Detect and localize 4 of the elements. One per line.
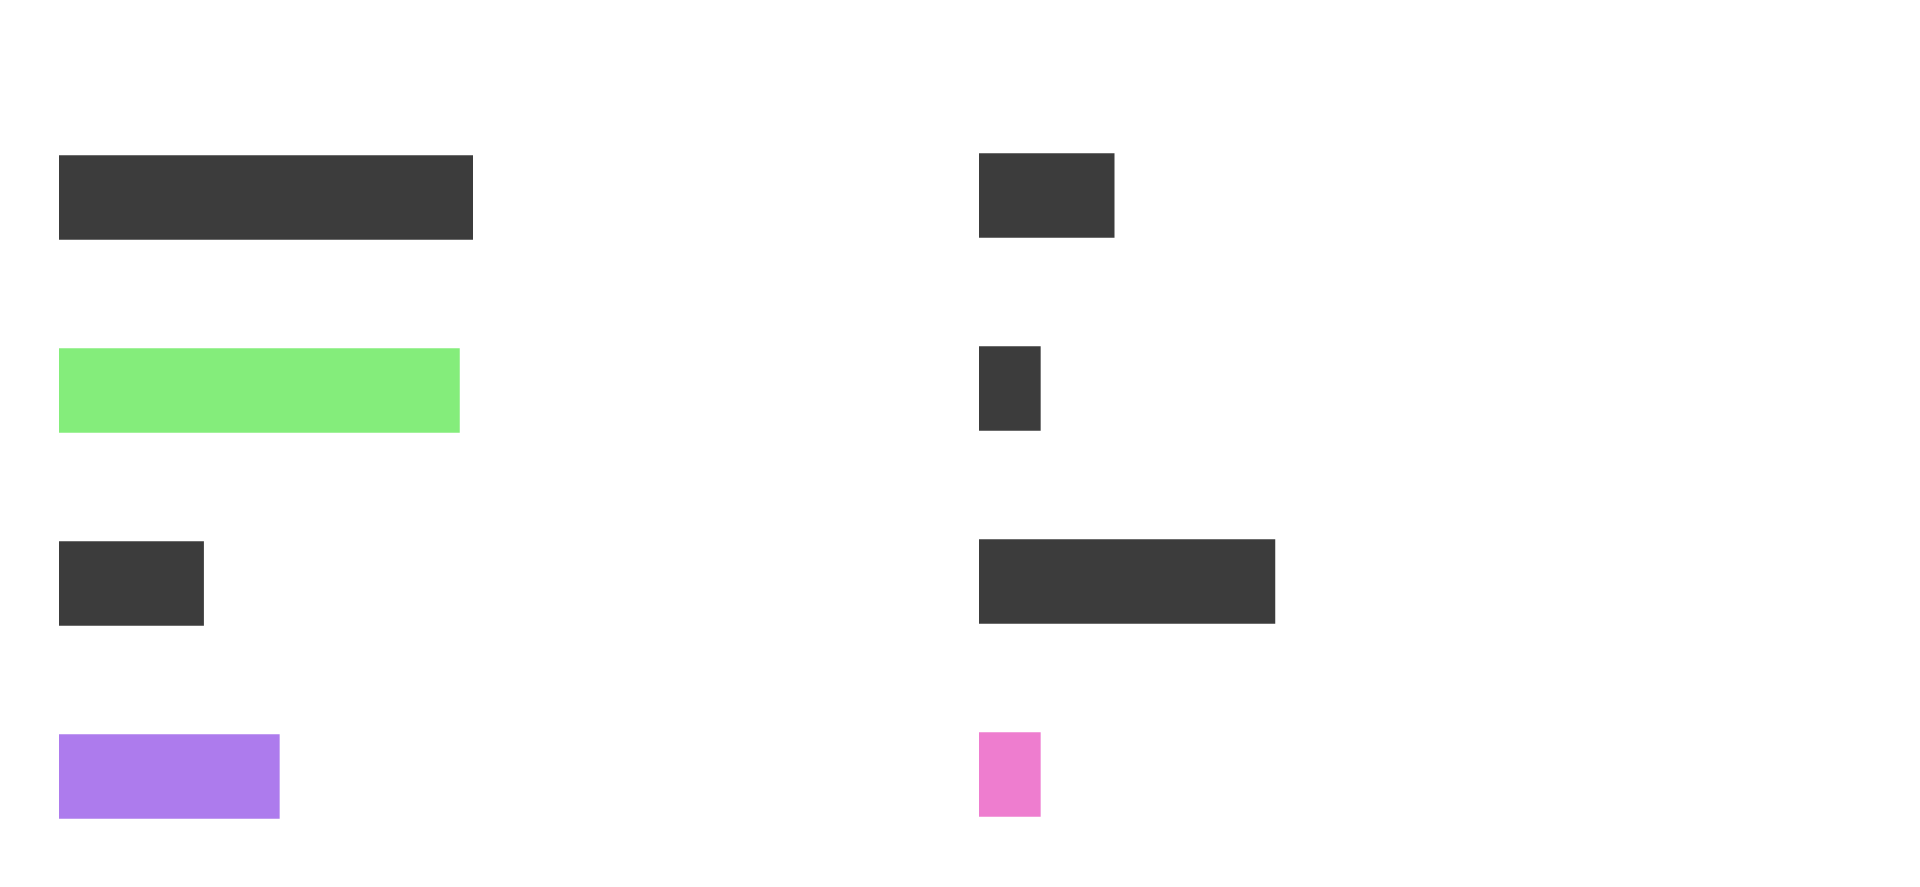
bar [59,155,473,240]
bar [59,734,280,819]
bar [59,348,460,433]
bar [59,541,204,626]
